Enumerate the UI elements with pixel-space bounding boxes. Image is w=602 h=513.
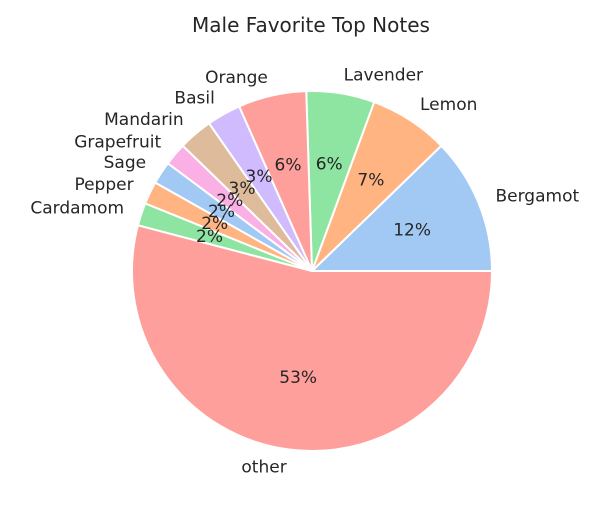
label-pepper: Pepper [74, 175, 133, 195]
label-lavender: Lavender [344, 66, 423, 86]
slice-labels: Bergamot Lemon Lavender OrangeBasilMandarin… [30, 66, 579, 478]
label-lemon: Lemon [420, 95, 477, 115]
label-mandarin: Mandarin [104, 110, 184, 130]
label-bergamot: Bergamot [496, 187, 580, 207]
chart-title: Male Favorite Top Notes [192, 13, 430, 37]
label-basil: Basil [174, 89, 214, 109]
pct-sage: 2% [208, 202, 235, 222]
pct-lavender: 6% [316, 154, 343, 174]
label-orange: Orange [205, 68, 268, 88]
slice-bergamot [309, 144, 494, 272]
pie-slices [131, 90, 494, 452]
label-other: other [241, 457, 286, 477]
pct-mandarin: 3% [229, 179, 256, 199]
label-cardamom: Cardamom [30, 199, 124, 219]
percent-labels: 12%7%6%6%3%3%2%2%2%2%53% [196, 154, 431, 388]
pct-other: 53% [279, 368, 317, 388]
pct-cardamom: 2% [196, 227, 223, 247]
pct-pepper: 2% [201, 214, 228, 234]
pct-basil: 3% [246, 167, 273, 187]
label-sage: Sage [104, 153, 146, 173]
pct-orange: 6% [275, 156, 302, 176]
pct-bergamot: 12% [393, 221, 431, 241]
pct-grapefruit: 2% [216, 191, 243, 211]
pct-lemon: 7% [357, 171, 384, 191]
label-grapefruit: Grapefruit [74, 133, 161, 153]
slice-other [131, 224, 494, 452]
